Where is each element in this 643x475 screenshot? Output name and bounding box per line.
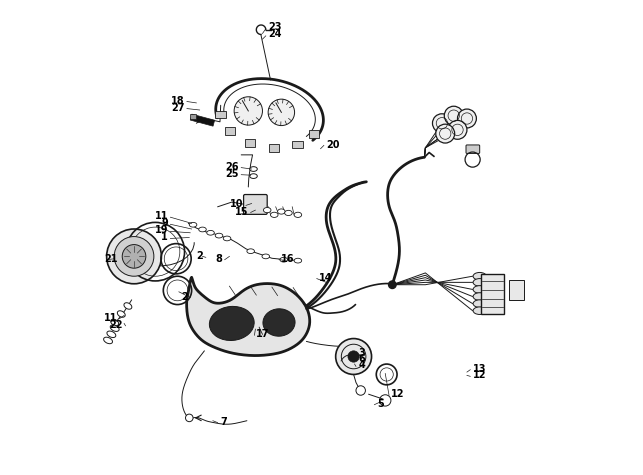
Ellipse shape [278, 209, 285, 214]
Text: 19: 19 [154, 226, 168, 236]
Ellipse shape [189, 222, 197, 227]
Text: 11: 11 [104, 313, 118, 323]
Circle shape [388, 281, 396, 288]
Text: 1: 1 [161, 232, 168, 243]
FancyBboxPatch shape [269, 144, 280, 152]
Circle shape [107, 229, 161, 284]
Ellipse shape [117, 311, 125, 317]
Text: 25: 25 [225, 169, 239, 179]
FancyBboxPatch shape [190, 114, 196, 119]
Text: 10: 10 [230, 200, 244, 209]
Circle shape [348, 351, 359, 362]
Ellipse shape [473, 285, 486, 293]
Ellipse shape [473, 278, 486, 286]
FancyBboxPatch shape [225, 127, 235, 134]
Circle shape [444, 106, 463, 125]
Text: 4: 4 [358, 361, 365, 370]
Ellipse shape [207, 230, 214, 235]
Circle shape [114, 237, 154, 276]
Ellipse shape [264, 208, 271, 213]
FancyBboxPatch shape [293, 141, 303, 148]
Text: 12: 12 [392, 390, 405, 399]
Circle shape [356, 386, 365, 395]
Text: 11: 11 [154, 211, 168, 221]
Text: 22: 22 [110, 320, 123, 330]
FancyBboxPatch shape [244, 195, 267, 214]
Circle shape [122, 245, 146, 268]
Ellipse shape [249, 174, 257, 179]
Circle shape [268, 99, 294, 125]
Text: 14: 14 [319, 273, 332, 283]
FancyBboxPatch shape [215, 111, 226, 118]
Ellipse shape [473, 273, 486, 280]
Ellipse shape [473, 300, 486, 307]
Text: 21: 21 [104, 254, 118, 264]
Text: 15: 15 [235, 207, 248, 217]
Ellipse shape [223, 236, 231, 241]
Text: 6: 6 [358, 354, 365, 364]
Circle shape [436, 124, 455, 143]
Text: 24: 24 [269, 29, 282, 39]
Circle shape [448, 120, 467, 139]
FancyBboxPatch shape [190, 114, 215, 126]
Ellipse shape [215, 233, 223, 238]
FancyBboxPatch shape [466, 145, 480, 153]
Ellipse shape [249, 167, 257, 171]
Ellipse shape [294, 212, 302, 218]
Circle shape [185, 414, 193, 422]
Text: 3: 3 [358, 348, 365, 358]
Text: 8: 8 [215, 254, 222, 264]
FancyBboxPatch shape [509, 280, 524, 300]
Text: 16: 16 [282, 254, 295, 264]
FancyBboxPatch shape [481, 275, 504, 314]
Ellipse shape [262, 254, 269, 259]
FancyBboxPatch shape [309, 130, 319, 138]
Text: 9: 9 [161, 218, 168, 228]
Ellipse shape [285, 210, 292, 216]
Text: 13: 13 [473, 364, 486, 374]
Ellipse shape [124, 303, 132, 309]
Circle shape [458, 109, 476, 128]
Ellipse shape [280, 257, 287, 262]
Ellipse shape [473, 307, 486, 314]
Text: 23: 23 [269, 22, 282, 32]
Ellipse shape [473, 293, 486, 300]
Circle shape [234, 97, 262, 125]
Circle shape [433, 114, 451, 133]
Ellipse shape [104, 337, 113, 344]
Ellipse shape [111, 319, 118, 326]
Text: 20: 20 [326, 141, 340, 151]
Ellipse shape [271, 212, 278, 218]
Ellipse shape [247, 249, 255, 254]
FancyBboxPatch shape [244, 139, 255, 147]
Ellipse shape [294, 258, 302, 263]
Ellipse shape [210, 306, 254, 341]
Ellipse shape [107, 331, 116, 338]
Text: 26: 26 [225, 162, 239, 171]
Ellipse shape [263, 309, 295, 336]
Text: 12: 12 [473, 370, 486, 380]
Text: 5: 5 [377, 399, 384, 408]
Text: 2: 2 [197, 251, 203, 261]
Ellipse shape [199, 227, 206, 232]
Text: 27: 27 [171, 103, 185, 113]
Text: 17: 17 [257, 329, 270, 339]
Text: 2: 2 [181, 292, 188, 302]
Polygon shape [186, 278, 310, 356]
Text: 7: 7 [220, 417, 227, 427]
Text: 18: 18 [171, 95, 185, 105]
Circle shape [336, 339, 372, 374]
Ellipse shape [110, 325, 119, 332]
